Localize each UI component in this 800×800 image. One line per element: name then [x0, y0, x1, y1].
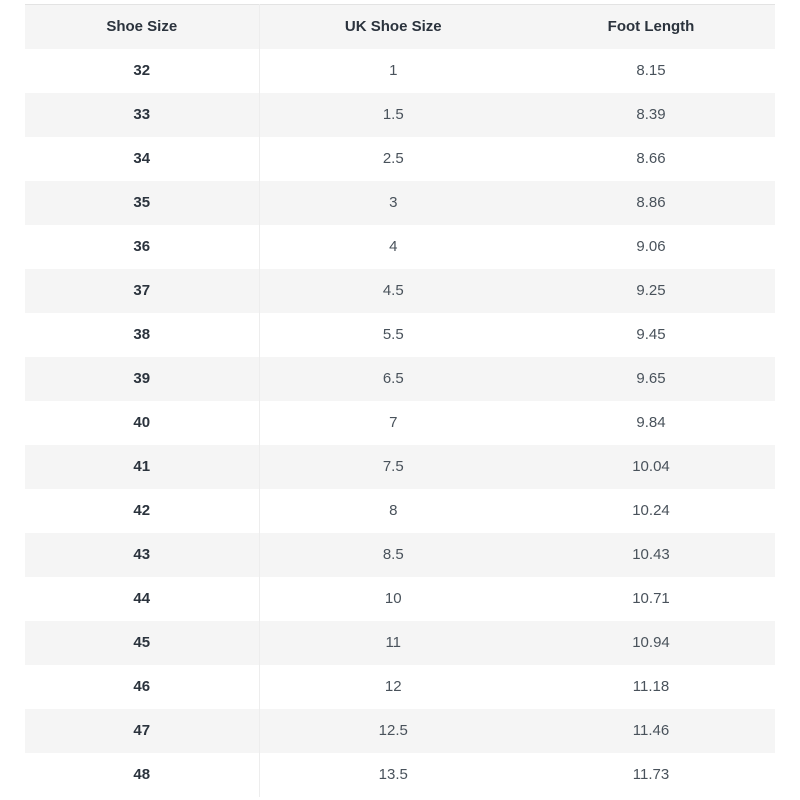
table-row: 36 4 9.06	[25, 224, 775, 269]
shoe-size-cell: 33	[25, 92, 260, 137]
uk-shoe-size-cell: 2.5	[382, 150, 404, 167]
foot-length-cell: 8.86	[636, 194, 666, 211]
uk-shoe-size-cell: 10	[384, 590, 402, 607]
table-row: 47 12.5 11.46	[25, 708, 775, 753]
table-row: 39 6.5 9.65	[25, 356, 775, 401]
uk-shoe-size-cell: 1.5	[382, 106, 404, 123]
foot-length-cell: 9.06	[636, 238, 666, 255]
shoe-size-cell: 41	[25, 444, 260, 489]
shoe-size-cell: 44	[25, 576, 260, 621]
foot-length-cell: 10.43	[632, 546, 670, 563]
table-row: 44 10 10.71	[25, 576, 775, 621]
table-row: 38 5.5 9.45	[25, 312, 775, 357]
uk-shoe-size-cell: 4	[389, 238, 398, 255]
uk-shoe-size-cell: 12.5	[378, 722, 408, 739]
uk-shoe-size-cell: 7.5	[382, 458, 404, 475]
foot-length-cell: 11.46	[632, 722, 670, 739]
foot-length-cell: 10.71	[632, 590, 670, 607]
table-row: 46 12 11.18	[25, 664, 775, 709]
foot-length-cell: 10.04	[632, 458, 670, 475]
shoe-size-cell: 37	[25, 268, 260, 313]
table-row: 45 11 10.94	[25, 620, 775, 665]
table-row: 33 1.5 8.39	[25, 92, 775, 137]
column-header-uk-shoe-size: UK Shoe Size	[344, 18, 442, 36]
foot-length-cell: 9.25	[636, 282, 666, 299]
table-row: 34 2.5 8.66	[25, 136, 775, 181]
uk-shoe-size-cell: 11	[385, 634, 402, 651]
table-row: 48 13.5 11.73	[25, 752, 775, 797]
shoe-size-cell: 42	[25, 488, 260, 533]
foot-length-cell: 10.94	[632, 634, 670, 651]
column-header-shoe-size: Shoe Size	[25, 4, 260, 49]
foot-length-cell: 9.84	[636, 414, 666, 431]
foot-length-cell: 8.39	[636, 106, 666, 123]
uk-shoe-size-cell: 4.5	[382, 282, 404, 299]
column-header-foot-length: Foot Length	[607, 18, 695, 36]
shoe-size-cell: 47	[25, 708, 260, 753]
uk-shoe-size-cell: 7	[389, 414, 398, 431]
table-header: Shoe Size UK Shoe Size Foot Length	[25, 4, 775, 49]
table-row: 43 8.5 10.43	[25, 532, 775, 577]
uk-shoe-size-cell: 5.5	[382, 326, 404, 343]
table-row: 37 4.5 9.25	[25, 268, 775, 313]
uk-shoe-size-cell: 8	[389, 502, 398, 519]
table-row: 40 7 9.84	[25, 400, 775, 445]
uk-shoe-size-cell: 12	[384, 678, 402, 695]
shoe-size-cell: 48	[25, 752, 260, 797]
shoe-size-cell: 32	[25, 48, 260, 93]
header-row: Shoe Size UK Shoe Size Foot Length	[25, 4, 775, 49]
foot-length-cell: 11.18	[632, 678, 670, 695]
uk-shoe-size-cell: 13.5	[378, 766, 408, 783]
table-row: 35 3 8.86	[25, 180, 775, 225]
foot-length-cell: 8.66	[636, 150, 666, 167]
uk-shoe-size-cell: 6.5	[382, 370, 404, 387]
foot-length-cell: 9.45	[636, 326, 666, 343]
shoe-size-cell: 39	[25, 356, 260, 401]
foot-length-cell: 8.15	[636, 62, 666, 79]
shoe-size-cell: 45	[25, 620, 260, 665]
shoe-size-cell: 40	[25, 400, 260, 445]
shoe-size-cell: 43	[25, 532, 260, 577]
foot-length-cell: 11.73	[632, 766, 670, 783]
shoe-size-cell: 35	[25, 180, 260, 225]
shoe-size-cell: 34	[25, 136, 260, 181]
foot-length-cell: 9.65	[636, 370, 666, 387]
table-body: 32 1 8.15 33 1.5 8.39 34 2.5 8.66 35 3 8.86 36 4 9.06 3…	[25, 48, 775, 797]
table-row: 41 7.5 10.04	[25, 444, 775, 489]
uk-shoe-size-cell: 1	[389, 62, 398, 79]
uk-shoe-size-cell: 8.5	[382, 546, 404, 563]
shoe-size-cell: 38	[25, 312, 260, 357]
shoe-size-table: Shoe Size UK Shoe Size Foot Length 32 1 8.…	[25, 4, 775, 797]
shoe-size-cell: 36	[25, 224, 260, 269]
table-row: 32 1 8.15	[25, 48, 775, 93]
foot-length-cell: 10.24	[632, 502, 670, 519]
table-row: 42 8 10.24	[25, 488, 775, 533]
uk-shoe-size-cell: 3	[389, 194, 398, 211]
shoe-size-cell: 46	[25, 664, 260, 709]
